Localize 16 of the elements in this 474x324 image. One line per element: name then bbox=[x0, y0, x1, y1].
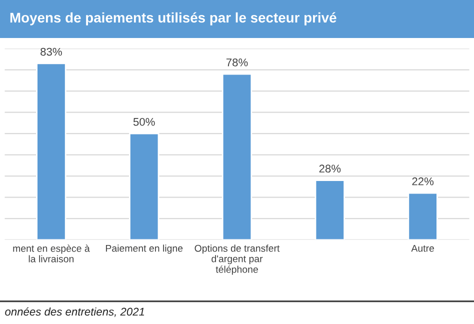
bar bbox=[314, 180, 345, 240]
data-label: 22% bbox=[412, 177, 434, 186]
x-tick-label: Options de transfert d'argent par téléphone bbox=[194, 244, 280, 275]
data-label: 28% bbox=[319, 164, 341, 173]
bar bbox=[36, 62, 66, 240]
x-tick-label: ment en espèce à la livraison bbox=[13, 244, 90, 262]
data-label: 50% bbox=[133, 118, 155, 126]
bar bbox=[222, 73, 252, 240]
x-tick-label: Autre bbox=[411, 244, 434, 252]
text: onnées des entretiens, 2021 bbox=[5, 307, 144, 317]
chart-title: Moyens de paiements utilisés par le secteur privé bbox=[10, 12, 336, 26]
bar bbox=[129, 132, 160, 240]
data-label: 83% bbox=[40, 48, 62, 56]
bar bbox=[408, 192, 438, 240]
data-label: 78% bbox=[226, 58, 248, 66]
x-tick-label: Paiement en ligne bbox=[106, 244, 183, 254]
